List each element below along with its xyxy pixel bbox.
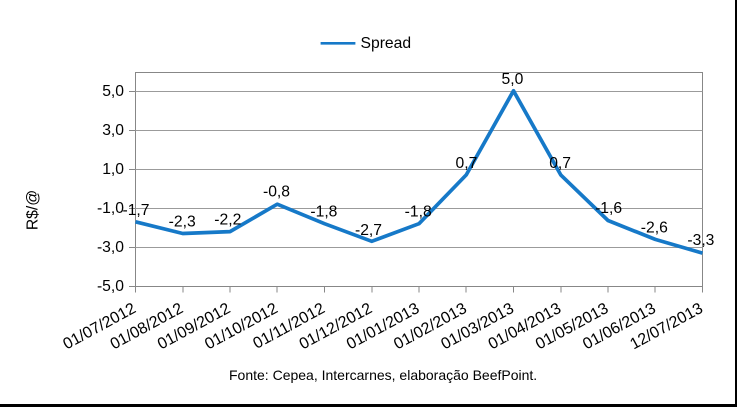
svg-text:-1,8: -1,8 xyxy=(405,204,432,221)
svg-text:-2,6: -2,6 xyxy=(641,219,668,236)
svg-text:Spread: Spread xyxy=(361,35,412,52)
svg-text:5,0: 5,0 xyxy=(102,83,124,100)
svg-text:1,0: 1,0 xyxy=(102,161,124,178)
svg-text:-1,0: -1,0 xyxy=(97,200,124,217)
svg-text:-1,8: -1,8 xyxy=(310,203,337,220)
svg-text:-1,7: -1,7 xyxy=(122,202,149,219)
svg-text:-2,2: -2,2 xyxy=(214,212,241,229)
svg-text:0,7: 0,7 xyxy=(549,155,571,172)
svg-text:3,0: 3,0 xyxy=(102,122,124,139)
svg-text:Fonte: Cepea, Intercarnes, ela: Fonte: Cepea, Intercarnes, elaboração Be… xyxy=(229,367,537,383)
svg-text:-3,3: -3,3 xyxy=(687,232,714,249)
svg-text:0,7: 0,7 xyxy=(455,155,477,172)
svg-text:-5,0: -5,0 xyxy=(97,278,124,295)
svg-text:R$/@: R$/@ xyxy=(25,190,42,230)
svg-text:-2,3: -2,3 xyxy=(169,214,196,231)
svg-text:-0,8: -0,8 xyxy=(263,184,290,201)
svg-text:5,0: 5,0 xyxy=(501,71,523,88)
svg-text:-3,0: -3,0 xyxy=(97,239,124,256)
svg-text:-1,6: -1,6 xyxy=(595,200,622,217)
svg-text:-2,7: -2,7 xyxy=(355,222,382,239)
